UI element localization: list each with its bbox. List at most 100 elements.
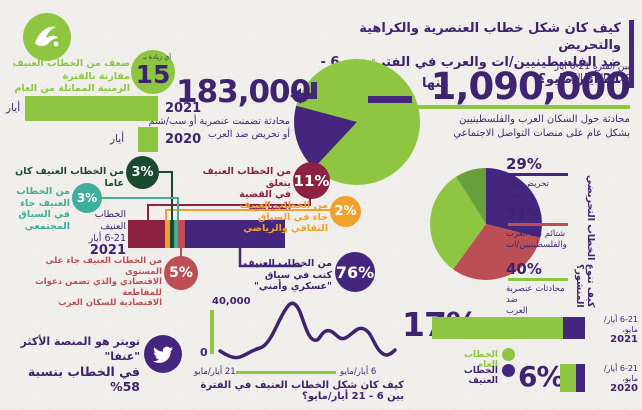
legend-value-29: 29% bbox=[506, 155, 542, 173]
share-pie-chart bbox=[294, 59, 420, 185]
pie-slice-insults bbox=[453, 224, 541, 280]
increase-prefix: أي زيادة بـ bbox=[143, 53, 171, 61]
intro-line1: بين الفترة 21-6 أيار bbox=[554, 62, 630, 72]
stat-text-political-line1: من الخطاب العنيف يتعلق bbox=[202, 166, 291, 189]
page-title: كيف كان شكل خطاب العنصرية والكراهية والت… bbox=[314, 20, 634, 88]
ratio-2021-general-segment bbox=[432, 317, 563, 339]
ratio-2020-violent-segment bbox=[576, 364, 585, 392]
total-caption-line2: بشكل عام على منصات التواصل الاجتماعي bbox=[453, 128, 630, 139]
increase-circle: أي زيادة بـ 15 bbox=[131, 50, 175, 94]
incitement-pie-title: كيف تنوع الخطاب التحريضي المنشور؟ bbox=[574, 175, 596, 308]
twitter-icon bbox=[153, 346, 173, 363]
timeline-xlabel-right: 6 أيار/مايو bbox=[340, 367, 377, 377]
ratio-2020-label-line2: 2020 bbox=[610, 383, 638, 394]
stat-text-economic: من الخطاب العنيف جاء على المستوى الاقتصا… bbox=[18, 256, 162, 309]
segment-general bbox=[169, 220, 175, 248]
ratio-2020-label-line1: 6-21 أيار/ مايو، bbox=[603, 364, 638, 383]
ratio-2021-violent-segment bbox=[563, 317, 585, 339]
stacked-bar bbox=[128, 220, 285, 248]
timeline-xlabel-left: 21 أيار/مايو bbox=[194, 367, 236, 377]
segment-societal bbox=[174, 220, 179, 248]
stat-text-political-line2: في القضية السياسية bbox=[239, 189, 291, 212]
stat-text-societal: من الخطاب العنيف جاء في السياق المجتمعي bbox=[0, 186, 70, 232]
stacked-bar-label: الخطاب العنيف 6-21 أيار 2021 bbox=[68, 209, 126, 257]
stat-text-military-line2: "عسكري وأمني" bbox=[253, 281, 332, 292]
total-conversations-number: 1,090,000 bbox=[430, 65, 631, 108]
pie-slice-racist-dark bbox=[456, 168, 486, 224]
stat-circle-political: 11% bbox=[293, 162, 330, 199]
total-underline bbox=[406, 105, 630, 109]
stat-text-general: من الخطاب العنيف كان عاما bbox=[15, 166, 124, 189]
stat-circle-cultural: 2% bbox=[330, 196, 361, 227]
pie-legend-insults: 31% شتائم ضد العرب والفلسطينيين/ات bbox=[506, 205, 568, 251]
total-intro: بين الفترة 21-6 أيار كان هناك حوالي bbox=[555, 62, 630, 84]
stat-text-military: من الخطاب العنيف كتب في سياق "عسكري وأمن… bbox=[230, 258, 332, 293]
stat-text-political: من الخطاب العنيف يتعلق في القضية السياسي… bbox=[196, 166, 291, 212]
segment-cultural bbox=[164, 220, 170, 248]
segment-economic bbox=[178, 220, 186, 248]
legend-label-29: تحريض على العنف bbox=[506, 179, 549, 200]
legend-dot-violent bbox=[502, 364, 515, 377]
stat-text-cultural-line1: من الخطاب العنيف جاء في السياق bbox=[239, 200, 328, 223]
ratio-2020-bar bbox=[560, 364, 585, 392]
stat-text-societal-line1: من الخطاب العنيف جاء bbox=[16, 186, 70, 209]
legend-line-31 bbox=[508, 223, 568, 226]
hamleh-logo-icon bbox=[35, 26, 59, 47]
subset-caption: محادثة تضمنت عنصرية أو سب/شتم أو تحريض ض… bbox=[140, 115, 290, 141]
wedge-connector-left bbox=[290, 82, 317, 104]
legend-label-31: شتائم ضد العرب والفلسطينيين/ات bbox=[506, 229, 568, 251]
legend-general-speech: الخطاب العام bbox=[463, 350, 498, 370]
stat-text-economic-line2: الاقتصادي والذي تضمن دعوات للمقاطعة bbox=[35, 277, 162, 298]
pie-slice-incitement bbox=[486, 168, 542, 238]
ratio-2021-label: 6-21 أيار/ مايو، 2021 bbox=[588, 315, 638, 345]
stacked-bar-label-line2: 6-21 أيار bbox=[88, 233, 126, 244]
intro-line2: كان هناك حوالي bbox=[570, 73, 630, 83]
breakdown-connectors bbox=[100, 171, 332, 268]
ratio-2021-bar bbox=[432, 317, 585, 339]
incitement-pie-chart bbox=[430, 168, 542, 280]
bar-2020-volume bbox=[138, 127, 158, 152]
legend-line-40 bbox=[508, 278, 568, 281]
legend-label-31-line1: شتائم ضد العرب bbox=[506, 229, 566, 239]
legend-value-40: 40% bbox=[506, 260, 542, 278]
timeline-xaxis bbox=[236, 371, 336, 374]
pie-subset-slice bbox=[294, 105, 357, 168]
legend-value-31: 31% bbox=[506, 205, 542, 223]
total-caption: محادثة حول السكان العرب والفلسطينيين بشك… bbox=[453, 113, 630, 141]
ratio-2020-label: 6-21 أيار/ مايو، 2020 bbox=[588, 364, 638, 394]
bar-2021-year-label: 2021 bbox=[165, 101, 202, 116]
twitter-stat-line2: في الخطاب بنسبة 58% bbox=[27, 364, 140, 394]
timeline-yaxis bbox=[210, 310, 214, 354]
total-caption-line1: محادثة حول السكان العرب والفلسطينيين bbox=[459, 114, 630, 125]
stat-circle-general: 3% bbox=[126, 156, 159, 189]
stat-text-economic-line3: الاقتصادية للسكان العرب bbox=[58, 298, 162, 308]
stat-circle-military: 76% bbox=[335, 252, 375, 292]
title-line2: ضد الفلسطينيين/ات والعرب في الفترة بين 6… bbox=[320, 55, 622, 87]
racist-conversations-number: 183,000 bbox=[176, 74, 311, 110]
ratio-2020-value: 6% bbox=[518, 360, 565, 393]
pie-slice-racist bbox=[430, 176, 486, 270]
hamleh-logo bbox=[23, 13, 71, 61]
stacked-bar-label-year: 2021 bbox=[89, 243, 126, 258]
stat-text-societal-line2: في السياق المجتمعي bbox=[18, 209, 70, 232]
legend-label-31-line2: والفلسطينيين/ات bbox=[506, 240, 567, 250]
legend-line-29 bbox=[508, 173, 568, 176]
bar-2020-month-label: أيار bbox=[110, 133, 125, 145]
bar-2020-year-label: 2020 bbox=[165, 132, 202, 147]
timeline-curve bbox=[218, 301, 397, 360]
ratio-2021-label-line2: 2021 bbox=[610, 334, 638, 345]
ratio-2020-general-segment bbox=[560, 364, 576, 392]
ratio-2021-label-line1: 6-21 أيار/ مايو، bbox=[603, 315, 638, 334]
pie-legend-incitement: 29% تحريض على العنف bbox=[506, 155, 568, 201]
of-which-label: منها bbox=[422, 76, 449, 91]
stacked-bar-label-line1: الخطاب العنيف bbox=[94, 209, 126, 232]
timeline-ymin: 0 bbox=[200, 346, 208, 359]
twitter-stat-line1: تويتر هو المنصة الأكثر "عنفا" bbox=[20, 335, 140, 363]
legend-label-40-line1: محادثات عنصرية ضد bbox=[506, 284, 565, 305]
stat-text-military-line1: من الخطاب العنيف كتب في سياق bbox=[243, 258, 332, 281]
increase-value: 15 bbox=[135, 60, 171, 89]
twitter-stat-text: تويتر هو المنصة الأكثر "عنفا" في الخطاب … bbox=[2, 334, 140, 394]
legend-violent-speech: الخطاب العنيف bbox=[463, 366, 498, 386]
timeline-ymax: 40,000 bbox=[212, 296, 251, 307]
